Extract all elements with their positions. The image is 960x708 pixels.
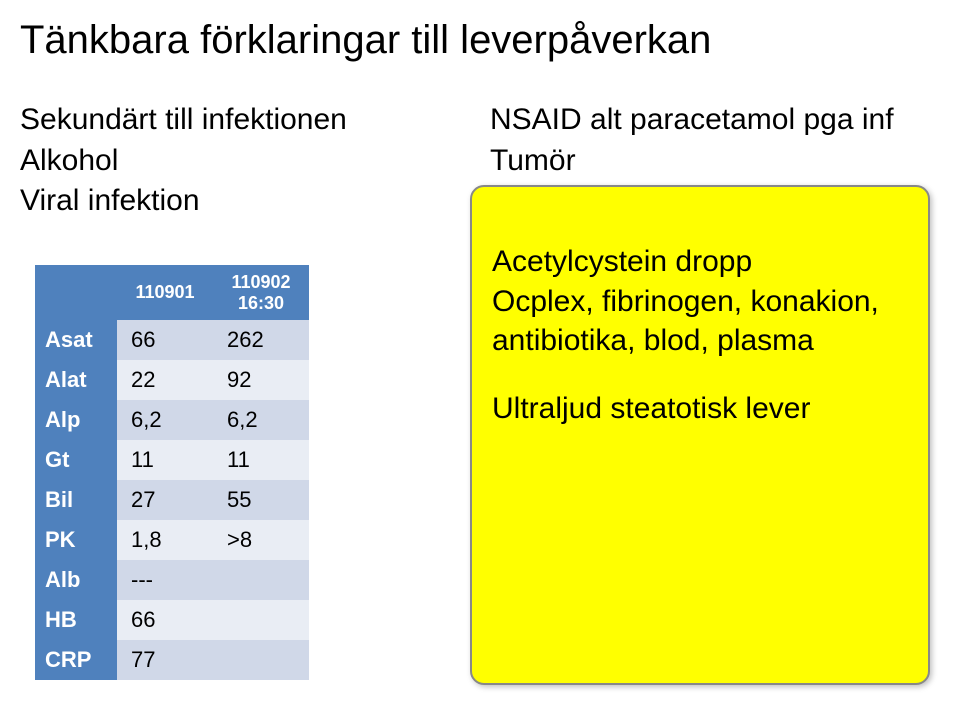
cell-value: 55 xyxy=(213,480,309,520)
lab-values-table: 110901 110902 16:30 Asat 66 262 Alat 22 … xyxy=(35,265,309,680)
highlight-line: Acetylcystein dropp xyxy=(492,242,913,282)
row-label: Alb xyxy=(35,560,117,600)
cause-item: Alkohol xyxy=(20,141,347,182)
highlight-line: Ultraljud steatotisk lever xyxy=(492,389,913,429)
table-row: Alp 6,2 6,2 xyxy=(35,400,309,440)
cause-item: NSAID alt paracetamol pga inf xyxy=(490,100,930,141)
cause-item: Tumör xyxy=(490,141,930,182)
table-row: Gt 11 11 xyxy=(35,440,309,480)
highlight-line: antibiotika, blod, plasma xyxy=(492,321,913,361)
cell-value xyxy=(213,600,309,640)
cell-value xyxy=(213,640,309,680)
table-corner xyxy=(35,265,117,320)
cause-item: Viral infektion xyxy=(20,181,347,222)
cell-value: 262 xyxy=(213,320,309,360)
row-label: Alat xyxy=(35,360,117,400)
row-label: CRP xyxy=(35,640,117,680)
cell-value: 11 xyxy=(213,440,309,480)
table-row: Alat 22 92 xyxy=(35,360,309,400)
cell-value: 6,2 xyxy=(117,400,213,440)
slide: Tänkbara förklaringar till leverpåverkan… xyxy=(0,0,960,708)
column-header: 110901 xyxy=(117,265,213,320)
row-label: Asat xyxy=(35,320,117,360)
causes-right: NSAID alt paracetamol pga inf Tumör xyxy=(490,100,930,181)
cell-value xyxy=(213,560,309,600)
cell-value: 66 xyxy=(117,320,213,360)
cell-value: 6,2 xyxy=(213,400,309,440)
column-header-label: 110902 xyxy=(231,272,290,292)
cell-value: >8 xyxy=(213,520,309,560)
highlight-line: Ocplex, fibrinogen, konakion, xyxy=(492,282,913,322)
column-header: 110902 16:30 xyxy=(213,265,309,320)
cell-value: 11 xyxy=(117,440,213,480)
causes-left: Sekundärt till infektionen Alkohol Viral… xyxy=(20,100,347,222)
table-row: CRP 77 xyxy=(35,640,309,680)
page-title: Tänkbara förklaringar till leverpåverkan xyxy=(20,18,711,63)
cell-value: 22 xyxy=(117,360,213,400)
table-row: Bil 27 55 xyxy=(35,480,309,520)
cell-value: 66 xyxy=(117,600,213,640)
row-label: Gt xyxy=(35,440,117,480)
cause-item: Sekundärt till infektionen xyxy=(20,100,347,141)
row-label: PK xyxy=(35,520,117,560)
table-row: Alb --- xyxy=(35,560,309,600)
cell-value: 92 xyxy=(213,360,309,400)
table-row: HB 66 xyxy=(35,600,309,640)
table-row: PK 1,8 >8 xyxy=(35,520,309,560)
cell-value: 1,8 xyxy=(117,520,213,560)
cell-value: --- xyxy=(117,560,213,600)
row-label: HB xyxy=(35,600,117,640)
cell-value: 77 xyxy=(117,640,213,680)
cell-value: 27 xyxy=(117,480,213,520)
row-label: Bil xyxy=(35,480,117,520)
column-header-label: 16:30 xyxy=(238,293,284,313)
row-label: Alp xyxy=(35,400,117,440)
treatment-highlight: Acetylcystein dropp Ocplex, fibrinogen, … xyxy=(470,185,930,685)
table-row: Asat 66 262 xyxy=(35,320,309,360)
column-header-label: 110901 xyxy=(135,282,194,302)
